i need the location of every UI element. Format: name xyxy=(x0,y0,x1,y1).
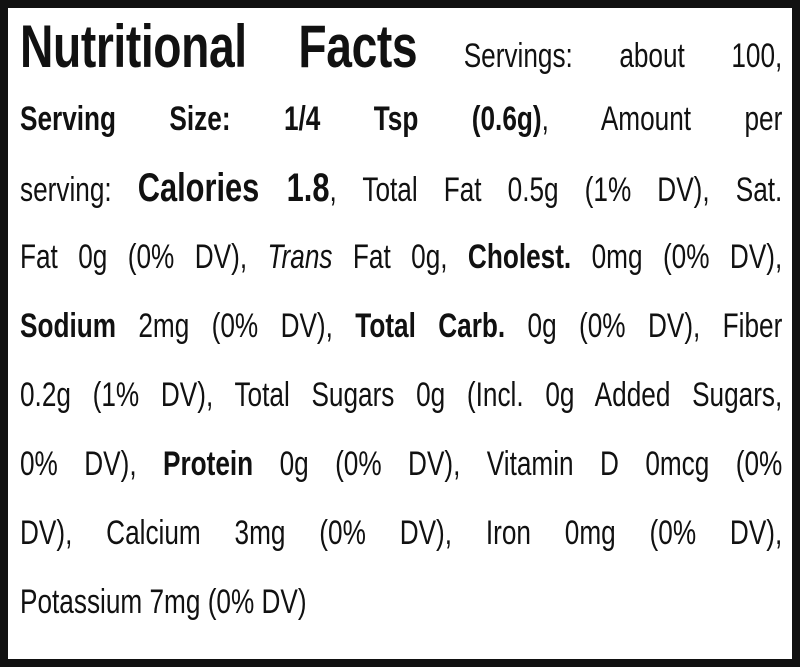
label-line: DV), Calcium 3mg (0% DV), Iron 0mg (0% D… xyxy=(20,499,782,568)
text: 0g (0% DV), Vitamin D 0mcg (0% xyxy=(253,445,783,483)
text: 2mg (0% DV), xyxy=(115,307,356,345)
text: , Amount per xyxy=(541,100,783,138)
text: 0g (0% DV), Fiber xyxy=(505,307,783,345)
title: Nutritional Facts xyxy=(20,13,418,80)
label-line: Nutritional Facts Servings: about 100, xyxy=(20,14,782,83)
text: , Total Fat 0.5g (1% DV), Sat. xyxy=(329,171,783,209)
text: Fat 0g (0% DV), xyxy=(20,238,268,276)
label-line: 0% DV), Protein 0g (0% DV), Vitamin D 0m… xyxy=(20,430,782,499)
italic-text: Trans xyxy=(267,238,333,276)
label-line: Sodium 2mg (0% DV), Total Carb. 0g (0% D… xyxy=(20,292,782,361)
text: 0% DV), xyxy=(20,445,163,483)
bold-text: Cholest. xyxy=(467,238,572,276)
text: DV), Calcium 3mg (0% DV), Iron 0mg (0% D… xyxy=(20,514,783,552)
bold-text: Total Carb. xyxy=(355,307,506,345)
label-line: Fat 0g (0% DV), Trans Fat 0g, Cholest. 0… xyxy=(20,223,782,292)
label-line: serving: Calories 1.8, Total Fat 0.5g (1… xyxy=(20,154,782,223)
bold-text: Serving Size: 1/4 Tsp (0.6g) xyxy=(20,100,542,138)
label-line: Serving Size: 1/4 Tsp (0.6g), Amount per xyxy=(20,85,782,154)
text: Fat 0g, xyxy=(332,238,468,276)
bold-text: Protein xyxy=(162,445,254,483)
text: serving: xyxy=(20,171,138,209)
bold-text: Sodium xyxy=(20,307,116,345)
text: Servings: about 100, xyxy=(463,37,783,75)
text: 0.2g (1% DV), Total Sugars 0g (Incl. 0g … xyxy=(20,376,783,414)
text: Potassium 7mg (0% DV) xyxy=(20,583,307,621)
label-line: Potassium 7mg (0% DV) xyxy=(20,568,782,637)
text: 0mg (0% DV), xyxy=(571,238,783,276)
bold-text: Calories 1.8 xyxy=(137,166,330,210)
label-line: 0.2g (1% DV), Total Sugars 0g (Incl. 0g … xyxy=(20,361,782,430)
